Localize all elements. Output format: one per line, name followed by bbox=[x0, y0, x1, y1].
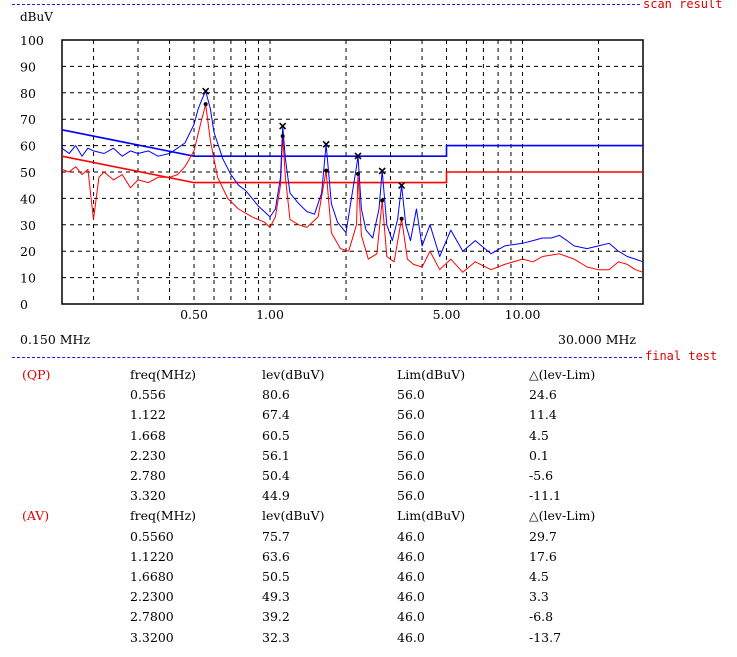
table-cell: 11.4 bbox=[529, 407, 557, 423]
column-header: lev(dBuV) bbox=[262, 367, 325, 382]
table-cell: 1.1220 bbox=[130, 548, 174, 564]
av-peak-marker bbox=[355, 171, 360, 176]
x-start-label: 0.150 MHz bbox=[20, 332, 90, 347]
final-test-title: final test bbox=[645, 349, 718, 363]
qp-peak-marker bbox=[322, 140, 330, 148]
table-cell: 63.6 bbox=[262, 548, 290, 564]
x-tick-label: 0.50 bbox=[180, 307, 208, 322]
x-tick-label: 1.00 bbox=[256, 307, 284, 322]
column-header: freq(MHz) bbox=[130, 367, 197, 382]
y-tick-label: 10 bbox=[20, 271, 36, 286]
qp-group-label: (QP) bbox=[22, 367, 51, 382]
av-peak-marker bbox=[203, 102, 208, 107]
table-cell: 24.6 bbox=[529, 387, 557, 403]
y-tick-label: 50 bbox=[20, 165, 36, 180]
qp-peak-marker bbox=[378, 167, 386, 175]
table-cell: 2.7800 bbox=[130, 609, 174, 625]
y-tick-label: 40 bbox=[20, 191, 36, 206]
av-group-label: (AV) bbox=[22, 508, 50, 524]
scan-result-separator bbox=[12, 4, 640, 5]
table-cell: 56.0 bbox=[397, 468, 425, 483]
y-tick-label: 70 bbox=[20, 112, 36, 127]
emi-scan-chart: 0 10 20 30 40 50 60 70 80 90 100 dBuV 0.50 1.00 5.00 10… bbox=[20, 10, 644, 347]
y-tick-label: 60 bbox=[20, 139, 36, 154]
table-cell: 60.5 bbox=[262, 427, 290, 443]
table-cell: 46.0 bbox=[397, 528, 425, 544]
table-cell: 2.2300 bbox=[130, 589, 174, 605]
y-axis-label: dBuV bbox=[20, 10, 53, 24]
table-cell: -13.7 bbox=[529, 629, 562, 645]
qp-peak-marker bbox=[202, 87, 210, 95]
av-peak-marker bbox=[280, 134, 285, 139]
table-cell: 67.4 bbox=[262, 407, 290, 423]
x-tick-label: 5.00 bbox=[433, 307, 461, 322]
y-tick-label: 90 bbox=[20, 59, 36, 74]
av-peak-marker bbox=[380, 198, 385, 203]
y-tick-label: 30 bbox=[20, 218, 36, 233]
table-cell: 17.6 bbox=[529, 548, 557, 564]
column-header: freq(MHz) bbox=[130, 508, 197, 524]
table-cell: 56.0 bbox=[397, 447, 425, 463]
final-test-separator bbox=[12, 357, 642, 358]
table-cell: 56.0 bbox=[397, 427, 425, 443]
table-cell: 32.3 bbox=[262, 629, 290, 645]
table-cell: -5.6 bbox=[529, 468, 554, 483]
table-cell: 46.0 bbox=[397, 589, 425, 605]
table-cell: 75.7 bbox=[262, 528, 290, 544]
table-cell: 0.1 bbox=[529, 447, 549, 463]
table-cell: 29.7 bbox=[529, 528, 557, 544]
table-cell: 1.6680 bbox=[130, 569, 174, 584]
table-cell: 46.0 bbox=[397, 629, 425, 645]
table-cell: -6.8 bbox=[529, 609, 554, 625]
column-header: lev(dBuV) bbox=[262, 508, 325, 524]
y-tick-label: 20 bbox=[20, 244, 36, 259]
table-cell: 56.0 bbox=[397, 407, 425, 423]
table-cell: 44.9 bbox=[262, 488, 290, 504]
column-header: Lim(dBuV) bbox=[397, 367, 466, 382]
table-cell: 50.5 bbox=[262, 569, 290, 584]
table-cell: 1.122 bbox=[130, 407, 166, 423]
table-cell: 46.0 bbox=[397, 548, 425, 564]
table-cell: 4.5 bbox=[529, 427, 549, 443]
x-end-label: 30.000 MHz bbox=[558, 332, 636, 347]
table-cell: 39.2 bbox=[262, 609, 290, 625]
table-cell: 46.0 bbox=[397, 569, 425, 584]
qp-peak-marker bbox=[279, 122, 287, 130]
table-cell: 4.5 bbox=[529, 569, 549, 584]
qp-peak-marker bbox=[398, 181, 406, 190]
y-tick-label: 80 bbox=[20, 86, 36, 101]
table-cell: 0.5560 bbox=[130, 528, 174, 544]
table-cell: 46.0 bbox=[397, 609, 425, 625]
x-tick-label: 10.00 bbox=[505, 307, 541, 322]
av-trace bbox=[61, 103, 644, 273]
table-cell: 2.780 bbox=[130, 468, 166, 483]
table-cell: 49.3 bbox=[262, 589, 290, 605]
table-cell: 56.1 bbox=[262, 447, 290, 463]
y-tick-label: 100 bbox=[20, 33, 44, 48]
av-peak-marker bbox=[399, 216, 404, 221]
table-cell: 2.230 bbox=[130, 447, 166, 463]
column-header: △(lev-Lim) bbox=[529, 367, 596, 382]
qp-limit-line bbox=[61, 129, 643, 157]
table-cell: 56.0 bbox=[397, 387, 425, 403]
av-limit-line bbox=[61, 155, 643, 184]
table-cell: 0.556 bbox=[130, 387, 166, 403]
y-tick-label: 0 bbox=[20, 297, 28, 312]
table-cell: 50.4 bbox=[262, 468, 290, 483]
table-cell: 80.6 bbox=[262, 387, 290, 403]
table-cell: 1.668 bbox=[130, 427, 166, 443]
av-peak-marker bbox=[324, 168, 329, 173]
column-header: △(lev-Lim) bbox=[529, 508, 596, 524]
table-cell: 56.0 bbox=[397, 488, 425, 504]
table-cell: -11.1 bbox=[529, 488, 562, 504]
column-header: Lim(dBuV) bbox=[397, 508, 466, 524]
table-cell: 3.320 bbox=[130, 488, 166, 504]
table-cell: 3.3200 bbox=[130, 629, 174, 645]
scan-result-title: scan result bbox=[643, 0, 723, 11]
qp-trace bbox=[61, 90, 644, 263]
qp-peak-marker bbox=[354, 152, 362, 160]
table-cell: 3.3 bbox=[529, 589, 549, 605]
